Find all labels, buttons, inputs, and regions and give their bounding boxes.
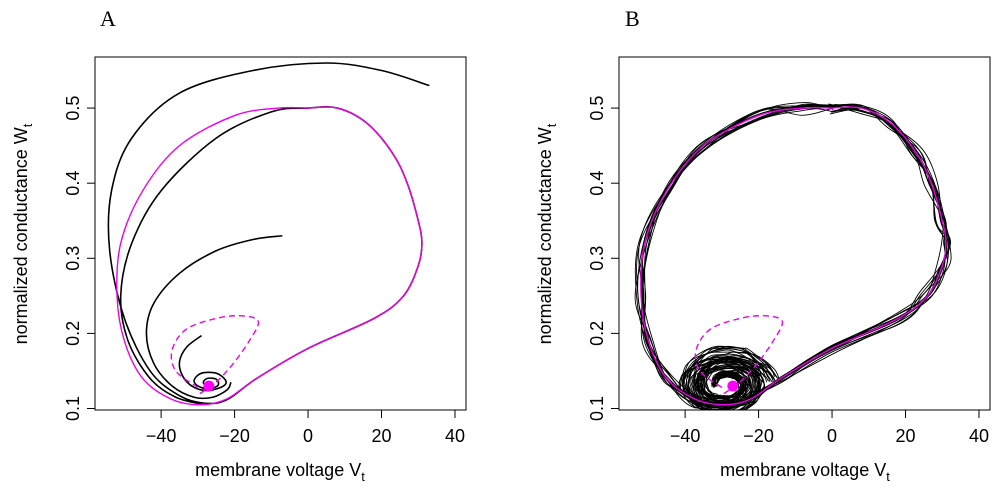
x-tick-label: −40	[670, 426, 701, 446]
panel-a-curves	[107, 62, 430, 406]
noisy-spiral	[696, 356, 758, 408]
noisy-spiral	[682, 360, 775, 406]
x-tick-label: −20	[743, 426, 774, 446]
panel-a-y-axis-title-sub: t	[20, 123, 35, 127]
panel-a-x-axis-title-main: membrane voltage	[195, 460, 344, 480]
panel-a-x-axis-title-v: V	[349, 460, 361, 480]
noisy-trajectory	[636, 104, 948, 410]
noisy-trajectory	[640, 104, 949, 408]
trajectory-line	[145, 234, 283, 400]
x-tick-label: 0	[827, 426, 837, 446]
noisy-trajectory	[637, 105, 947, 407]
panel-a-y-axis-title-main: normalized conductance	[11, 149, 31, 344]
x-tick-label: −40	[146, 426, 177, 446]
y-tick-label: 0.4	[63, 171, 83, 196]
y-tick-label: 0.5	[63, 96, 83, 121]
y-tick-label: 0.2	[587, 321, 607, 346]
panel-b-x-axis-title-sub: t	[886, 469, 890, 484]
y-tick-label: 0.3	[63, 246, 83, 271]
panel-a: A −40 −20 0 20 40 0.1 0.2 0.3 0.4 0.5 membrane v…	[11, 6, 467, 484]
noisy-trajectory	[640, 104, 948, 409]
fixed-point-marker	[727, 380, 739, 392]
noisy-trajectory	[641, 104, 951, 404]
trajectory-line	[107, 62, 430, 405]
x-tick-label: 40	[445, 426, 465, 446]
y-tick-label: 0.3	[587, 246, 607, 271]
x-tick-label: 40	[969, 426, 989, 446]
panel-b-letter: B	[625, 6, 640, 31]
noisy-trajectory	[640, 102, 951, 404]
panel-a-x-axis-title-sub: t	[361, 469, 365, 484]
noisy-spiral	[692, 351, 763, 410]
x-tick-label: 20	[371, 426, 391, 446]
noisy-spiral	[692, 346, 764, 410]
panel-a-y-axis-title-w: W	[11, 127, 31, 144]
noisy-trajectory	[634, 104, 950, 408]
panel-b-x-axis-title: membrane voltage Vt	[720, 460, 890, 484]
noisy-spiral	[693, 357, 763, 405]
panel-b: B −40 −20 0 20 40 0.1 0.2 0.3 0.4 0.5 membrane v…	[535, 6, 991, 484]
x-tick-label: 0	[303, 426, 313, 446]
panel-b-curves	[634, 102, 952, 410]
panel-a-y-axis-title: normalized conductance Wt	[11, 123, 35, 344]
y-tick-label: 0.1	[587, 396, 607, 421]
panel-b-y-axis-title-w: W	[535, 127, 555, 144]
panel-b-y-axis: 0.1 0.2 0.3 0.4 0.5	[587, 96, 620, 421]
panel-b-y-axis-title-main: normalized conductance	[535, 149, 555, 344]
y-tick-label: 0.4	[587, 171, 607, 196]
y-tick-label: 0.1	[63, 396, 83, 421]
panel-a-x-axis-title: membrane voltage Vt	[195, 460, 365, 484]
limit-cycle-line	[116, 106, 423, 406]
y-tick-label: 0.2	[63, 321, 83, 346]
panel-a-x-axis: −40 −20 0 20 40	[146, 409, 465, 446]
panel-b-y-axis-title: normalized conductance Wt	[535, 123, 559, 344]
dashed-limit-cycle-line	[170, 315, 260, 396]
panel-b-y-axis-title-sub: t	[544, 123, 559, 127]
panel-b-x-axis-title-main: membrane voltage	[720, 460, 869, 480]
x-tick-label: −20	[219, 426, 250, 446]
dashed-limit-cycle-line	[694, 315, 784, 396]
y-tick-label: 0.5	[587, 96, 607, 121]
noisy-trajectory	[641, 104, 947, 408]
noisy-trajectory	[634, 104, 948, 408]
panel-a-letter: A	[100, 6, 116, 31]
noisy-trajectory	[638, 106, 947, 407]
limit-cycle-line	[640, 106, 947, 406]
noisy-trajectory	[642, 106, 946, 405]
x-tick-label: 20	[895, 426, 915, 446]
panel-b-x-axis-title-v: V	[874, 460, 886, 480]
trajectory-line	[178, 334, 227, 392]
fixed-point-marker	[203, 380, 215, 392]
panel-b-x-axis: −40 −20 0 20 40	[670, 409, 989, 446]
panel-a-y-axis: 0.1 0.2 0.3 0.4 0.5	[63, 96, 96, 421]
noisy-trajectory	[644, 103, 944, 404]
